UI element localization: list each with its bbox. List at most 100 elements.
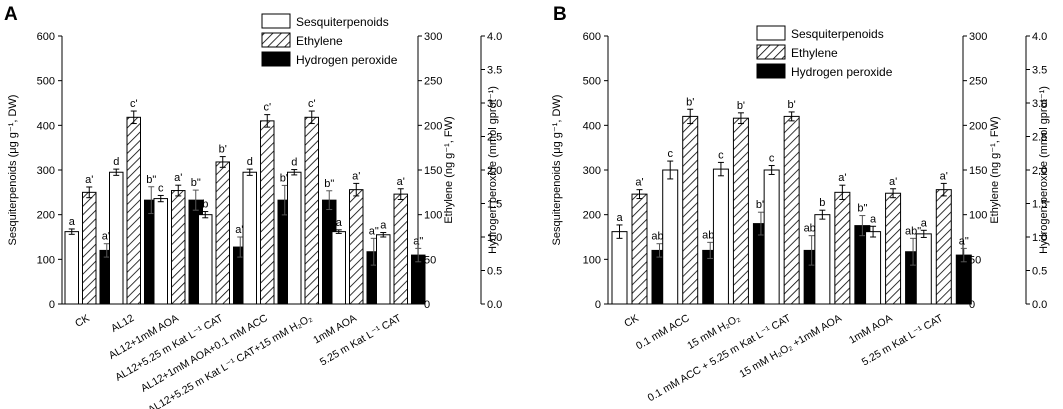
significance-letter: b" xyxy=(146,174,156,186)
significance-letter: c' xyxy=(308,98,316,110)
significance-letter: c' xyxy=(263,102,271,114)
h2o2-tick-label: 1.0 xyxy=(487,232,502,244)
significance-letter: a xyxy=(616,212,623,224)
panel-b: B 0 100 200 300 400 500 600 0 50 100 150 200 250 300 0.… xyxy=(551,4,1050,404)
category-label: 5.25 m Kat L⁻¹ CAT xyxy=(318,312,404,369)
significance-letter: b" xyxy=(280,172,290,184)
legend-sesquiterpenoids-swatch xyxy=(756,25,786,41)
significance-letter: a' xyxy=(85,174,93,186)
ethylene-bar xyxy=(732,117,749,305)
y-axis-title-ethylene: Ethylene (ng g⁻¹, FW) xyxy=(443,116,455,223)
ethylene-bar xyxy=(260,120,275,305)
sesquiterpenoid-bar xyxy=(611,231,628,305)
ethylene-tick-label: 300 xyxy=(969,31,987,43)
h2o2-tick-label: 0.0 xyxy=(487,299,502,311)
legend-sesquiterpenoids-label: Sesquiterpenoids xyxy=(791,27,884,41)
ethylene-tick-label: 250 xyxy=(969,76,987,88)
h2o2-tick-label: 0.5 xyxy=(1032,266,1047,278)
ethylene-tick-label: 50 xyxy=(969,254,981,266)
significance-letter: a" xyxy=(959,235,969,247)
significance-letter: d xyxy=(113,156,119,168)
significance-letter: a' xyxy=(174,172,182,184)
left-tick-label: 200 xyxy=(583,210,601,222)
ethylene-tick-label: 200 xyxy=(969,120,987,132)
legend-ethylene-swatch xyxy=(261,32,291,48)
significance-letter: a' xyxy=(397,176,405,188)
h2o2-tick-label: 0.0 xyxy=(1032,299,1047,311)
significance-letter: b" xyxy=(756,199,766,211)
sesquiterpenoid-bar xyxy=(662,169,679,305)
ethylene-tick-label: 200 xyxy=(424,120,442,132)
legend-h2o2-swatch xyxy=(756,63,786,79)
significance-letter: a" xyxy=(102,231,112,243)
significance-letter: b' xyxy=(686,96,694,108)
h2o2-tick-label: 2.5 xyxy=(1032,132,1047,144)
significance-letter: b" xyxy=(324,178,334,190)
left-tick-label: 300 xyxy=(37,165,55,177)
significance-letter: c xyxy=(718,149,724,161)
sesquiterpenoid-bar xyxy=(242,171,257,305)
h2o2-tick-label: 3.5 xyxy=(1032,65,1047,77)
h2o2-tick-label: 1.5 xyxy=(1032,199,1047,211)
y-axis-title-h2o2: Hydrogen peroxide (mmol gprot⁻¹) xyxy=(487,86,499,254)
significance-letter: c' xyxy=(130,98,138,110)
h2o2-bar xyxy=(411,254,426,305)
significance-letter: c xyxy=(769,153,775,165)
ethylene-bar xyxy=(126,116,141,305)
significance-letter: c xyxy=(158,182,164,194)
significance-letter: b' xyxy=(737,100,745,112)
ethylene-tick-label: 50 xyxy=(424,254,436,266)
legend-ethylene-label: Ethylene xyxy=(296,34,343,48)
significance-letter: a" xyxy=(369,225,379,237)
significance-letter: a xyxy=(69,216,76,228)
ethylene-tick-label: 100 xyxy=(969,210,987,222)
significance-letter: a' xyxy=(838,172,846,184)
legend-ethylene-label: Ethylene xyxy=(791,46,838,60)
ethylene-bar xyxy=(349,189,364,305)
sesquiterpenoid-bar xyxy=(712,168,729,305)
left-tick-label: 100 xyxy=(583,254,601,266)
significance-letter: b' xyxy=(219,144,227,156)
ethylene-bar xyxy=(935,189,952,305)
category-label: CK xyxy=(622,312,641,330)
sesquiterpenoid-bar xyxy=(109,171,124,305)
sesquiterpenoid-bar xyxy=(287,171,302,305)
ethylene-tick-label: 0 xyxy=(969,299,975,311)
sesquiterpenoid-bar xyxy=(153,198,168,305)
left-tick-label: 400 xyxy=(583,120,601,132)
significance-letter: b' xyxy=(788,99,796,111)
ethylene-tick-label: 150 xyxy=(969,165,987,177)
ethylene-tick-label: 250 xyxy=(424,76,442,88)
left-tick-label: 300 xyxy=(583,165,601,177)
ethylene-bar xyxy=(171,190,186,305)
significance-letter: a' xyxy=(635,177,643,189)
significance-letter: b" xyxy=(857,203,867,215)
significance-letter: a' xyxy=(352,170,360,182)
panel-letter: A xyxy=(4,4,18,25)
significance-letter: a xyxy=(921,217,928,229)
h2o2-tick-label: 3.0 xyxy=(1032,98,1047,110)
y-axis-title-sesquiterpenoids: Sesquiterpenoids (μg g⁻¹, DW) xyxy=(7,95,19,246)
significance-letter: d xyxy=(291,157,297,169)
category-label: 0.1 mM ACC xyxy=(634,312,692,352)
significance-letter: b" xyxy=(191,177,201,189)
sesquiterpenoid-bar xyxy=(865,231,882,305)
h2o2-tick-label: 0.5 xyxy=(487,266,502,278)
ethylene-bar xyxy=(82,191,97,305)
ethylene-bar xyxy=(631,193,648,305)
y-axis-title-h2o2: Hydrogen peroxide (mmol gprot⁻¹) xyxy=(1038,86,1050,254)
significance-letter: a xyxy=(870,213,877,225)
sesquiterpenoid-bar xyxy=(198,214,213,305)
significance-letter: a xyxy=(380,220,387,232)
category-label: CK xyxy=(73,312,92,330)
significance-letter: c xyxy=(667,148,673,160)
sesquiterpenoid-bar xyxy=(64,231,79,305)
significance-letter: a xyxy=(336,217,343,229)
significance-letter: a" xyxy=(235,224,245,236)
sesquiterpenoid-bar xyxy=(915,233,932,305)
ethylene-bar xyxy=(885,192,902,305)
h2o2-tick-label: 2.0 xyxy=(487,165,502,177)
h2o2-tick-label: 4.0 xyxy=(1032,31,1047,43)
h2o2-tick-label: 1.5 xyxy=(487,199,502,211)
ethylene-tick-label: 300 xyxy=(424,31,442,43)
